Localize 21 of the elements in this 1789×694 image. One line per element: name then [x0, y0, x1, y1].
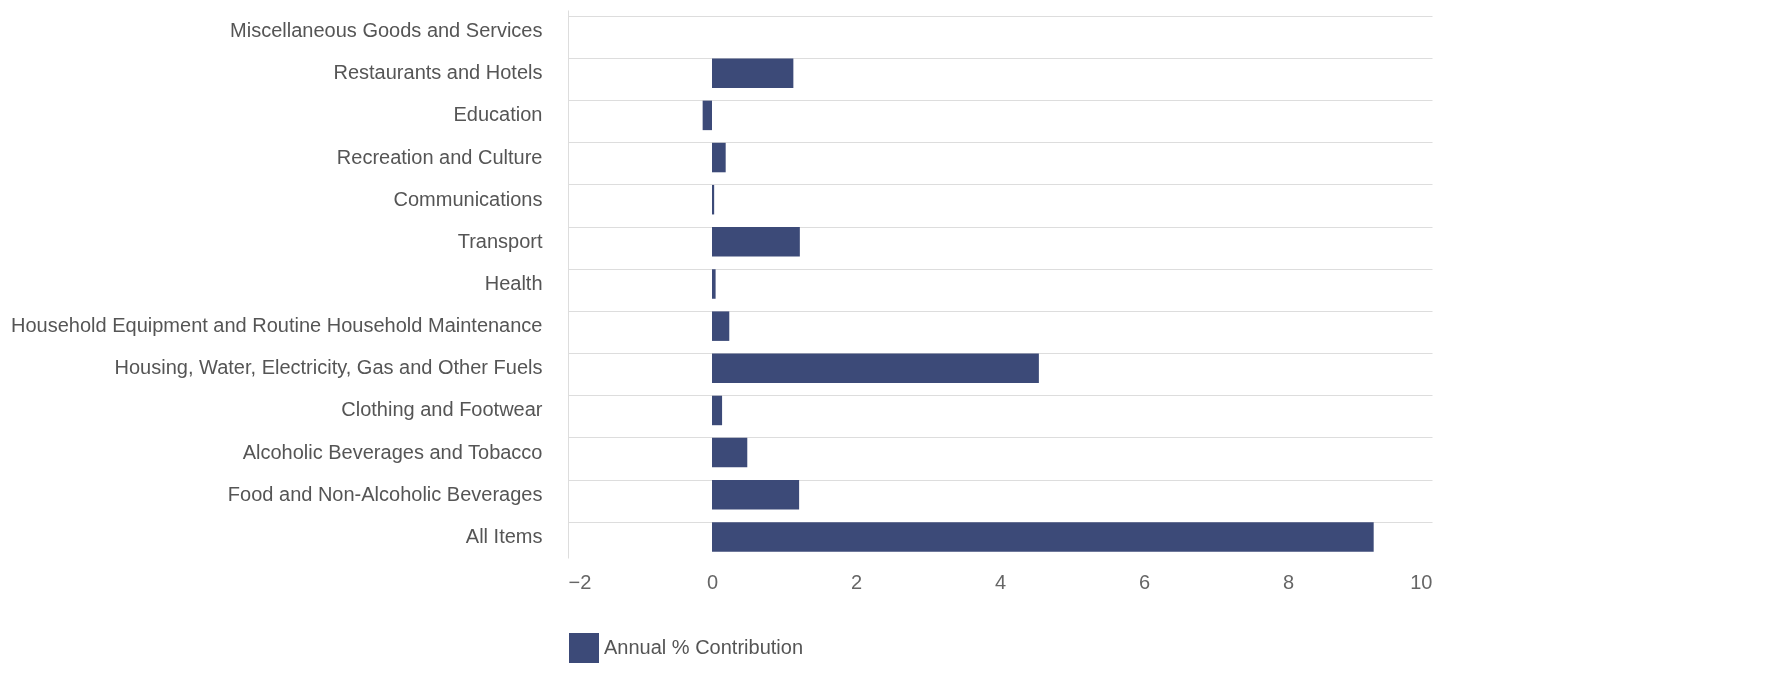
y-tick-label: Restaurants and Hotels	[333, 61, 543, 84]
y-tick-label: Transport	[457, 229, 543, 252]
y-tick-label: Alcoholic Beverages and Tobacco	[242, 440, 543, 463]
y-tick-label: Recreation and Culture	[336, 145, 543, 168]
y-tick-label: Housing, Water, Electricity, Gas and Other Fuels	[114, 356, 543, 379]
y-tick-label: Communications	[393, 187, 543, 210]
x-tick-label: 4	[994, 570, 1007, 593]
y-tick-label: Health	[484, 272, 543, 294]
y-tick-label: Food and Non-Alcoholic Beverages	[227, 482, 543, 505]
y-tick-label: Education	[453, 103, 543, 126]
x-tick-label: −2	[568, 570, 592, 593]
x-tick-label: 6	[1138, 570, 1151, 593]
y-tick-label: All Items	[465, 524, 543, 547]
x-tick-label: 10	[1410, 570, 1433, 593]
x-tick-label: 2	[850, 570, 863, 593]
y-tick-label: Miscellaneous Goods and Services	[230, 19, 543, 42]
x-tick-label: 8	[1282, 570, 1295, 593]
x-tick-label: 0	[706, 570, 719, 593]
y-tick-label: Clothing and Footwear	[341, 398, 543, 421]
y-tick-label: Household Equipment and Routine Household Maintenance	[11, 314, 543, 337]
legend-label: Annual % Contribution	[604, 636, 804, 658]
